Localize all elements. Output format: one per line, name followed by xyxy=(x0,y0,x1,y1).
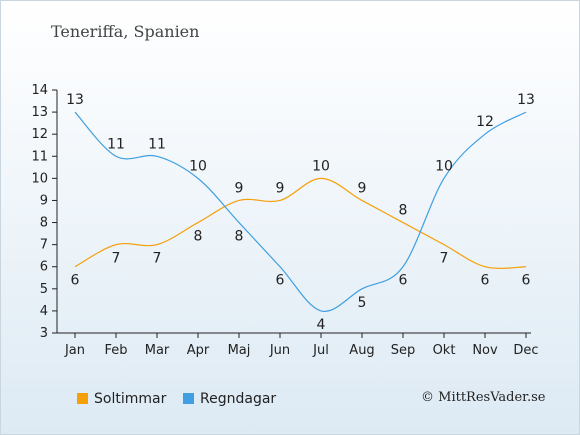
data-label: 6 xyxy=(276,273,285,289)
data-label: 6 xyxy=(522,273,531,289)
y-tick-label: 11 xyxy=(31,149,48,164)
data-label: 12 xyxy=(476,114,494,130)
data-label: 4 xyxy=(317,317,326,333)
data-label: 10 xyxy=(312,158,330,174)
x-tick-label: Aug xyxy=(349,343,374,358)
data-label: 5 xyxy=(358,295,367,311)
x-tick-label: Jun xyxy=(269,343,290,358)
x-tick-label: Nov xyxy=(472,343,498,358)
legend-label: Regndagar xyxy=(200,391,277,407)
y-tick-label: 12 xyxy=(31,127,48,142)
data-label: 8 xyxy=(399,203,408,219)
y-tick-label: 9 xyxy=(40,193,48,208)
data-label: 9 xyxy=(235,180,244,196)
y-tick-label: 10 xyxy=(31,171,48,186)
data-label: 6 xyxy=(481,273,490,289)
x-tick-label: Feb xyxy=(104,343,127,358)
y-tick-label: 8 xyxy=(40,216,48,231)
x-tick-label: Jan xyxy=(64,343,85,358)
legend-swatch xyxy=(77,393,88,404)
x-tick-label: Sep xyxy=(391,343,416,358)
legend-swatch xyxy=(183,393,194,404)
x-tick-label: Dec xyxy=(513,343,538,358)
y-tick-label: 13 xyxy=(31,105,48,120)
data-label: 7 xyxy=(112,251,121,267)
data-label: 8 xyxy=(235,229,244,245)
y-tick-label: 4 xyxy=(40,304,48,319)
y-tick-label: 7 xyxy=(40,238,48,253)
chart-title: Teneriffa, Spanien xyxy=(51,22,200,41)
data-label: 7 xyxy=(153,251,162,267)
x-tick-label: Maj xyxy=(228,343,251,358)
data-label: 11 xyxy=(107,136,125,152)
data-label: 9 xyxy=(358,180,367,196)
data-label: 10 xyxy=(189,158,207,174)
data-label: 11 xyxy=(148,136,166,152)
data-label: 10 xyxy=(435,158,453,174)
copyright-text: © MittResVader.se xyxy=(421,390,546,405)
y-tick-label: 14 xyxy=(31,83,48,98)
y-tick-label: 3 xyxy=(40,326,48,341)
data-label: 6 xyxy=(399,273,408,289)
series-line-0 xyxy=(74,177,527,269)
data-label: 6 xyxy=(71,273,80,289)
x-tick-label: Okt xyxy=(433,343,456,358)
series-line-1 xyxy=(74,111,527,312)
legend-label: Soltimmar xyxy=(94,391,167,407)
y-tick-label: 5 xyxy=(40,282,48,297)
data-label: 13 xyxy=(66,92,84,108)
legend-item: Regndagar xyxy=(183,391,276,407)
x-tick-label: Jul xyxy=(312,343,329,358)
y-tick-label: 6 xyxy=(40,260,48,275)
x-tick-label: Apr xyxy=(187,343,210,358)
legend-item: Soltimmar xyxy=(77,391,166,407)
data-label: 8 xyxy=(194,229,203,245)
data-label: 7 xyxy=(440,251,449,267)
data-label: 13 xyxy=(517,92,535,108)
x-tick-label: Mar xyxy=(145,343,170,358)
data-label: 9 xyxy=(276,180,285,196)
